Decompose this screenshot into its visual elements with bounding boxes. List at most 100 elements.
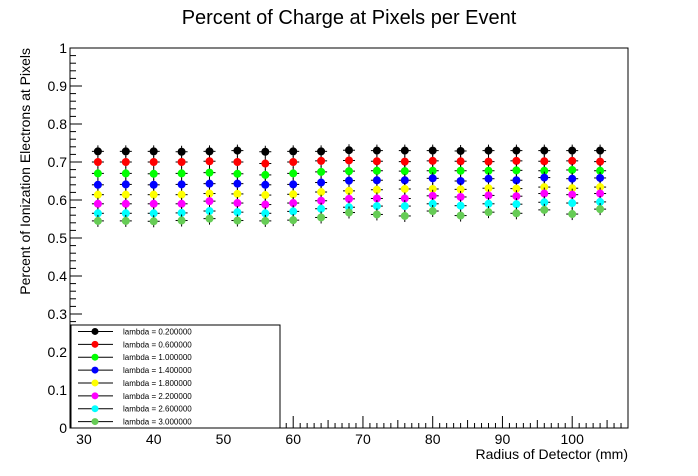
legend-label: lambda = 3.000000 — [123, 418, 192, 427]
data-point — [149, 169, 158, 178]
data-point — [400, 167, 409, 176]
legend-marker — [91, 405, 99, 413]
data-point — [317, 156, 326, 165]
data-point — [289, 180, 298, 189]
data-point — [289, 147, 298, 156]
data-point — [484, 191, 493, 200]
data-point — [177, 169, 186, 178]
data-point — [540, 198, 549, 207]
data-point — [233, 216, 242, 225]
data-point — [372, 210, 381, 219]
data-point — [400, 146, 409, 155]
legend-marker — [91, 327, 99, 335]
x-tick-label: 50 — [216, 431, 232, 447]
data-point — [261, 180, 270, 189]
data-point — [512, 184, 521, 193]
legend-item: lambda = 2.200000 — [78, 392, 192, 401]
legend-marker — [91, 340, 99, 348]
data-point — [484, 184, 493, 193]
data-point — [317, 213, 326, 222]
y-tick-label: 0.3 — [48, 306, 68, 322]
data-point — [400, 176, 409, 185]
data-point — [177, 180, 186, 189]
data-point — [428, 174, 437, 183]
series-layer — [91, 144, 607, 228]
data-point — [568, 199, 577, 208]
data-point — [568, 165, 577, 174]
data-point — [233, 158, 242, 166]
data-point — [596, 197, 605, 206]
data-point — [400, 184, 409, 193]
legend: lambda = 0.200000 lambda = 0.600000 lambda… — [70, 324, 281, 429]
chart-title: Percent of Charge at Pixels per Event — [182, 7, 517, 29]
data-point — [428, 184, 437, 193]
data-point — [372, 157, 381, 166]
legend-box — [70, 324, 281, 429]
x-tick-label: 60 — [285, 431, 301, 447]
data-point — [261, 200, 270, 209]
data-point — [317, 196, 326, 205]
legend-item: lambda = 1.800000 — [78, 379, 192, 388]
data-point — [484, 157, 493, 166]
x-tick-label: 70 — [355, 431, 371, 447]
legend-label: lambda = 1.800000 — [123, 379, 192, 388]
data-point — [149, 158, 158, 166]
series-4 — [91, 171, 607, 191]
data-point — [261, 191, 270, 200]
data-point — [233, 208, 242, 217]
data-point — [233, 179, 242, 188]
series-7 — [91, 195, 607, 220]
data-point — [121, 169, 130, 178]
data-point — [456, 146, 465, 155]
data-point — [121, 158, 130, 166]
data-point — [345, 167, 353, 176]
data-point — [372, 166, 381, 175]
data-point — [400, 157, 409, 166]
data-point — [177, 190, 186, 199]
series-1 — [91, 144, 607, 158]
data-point — [205, 214, 214, 223]
data-point — [317, 188, 326, 197]
data-point — [372, 146, 381, 155]
data-point — [512, 200, 521, 209]
legend-item: lambda = 2.600000 — [78, 405, 192, 414]
data-point — [568, 156, 577, 165]
legend-label: lambda = 1.400000 — [123, 366, 192, 375]
data-point — [428, 199, 437, 208]
y-tick-label: 0.5 — [48, 230, 68, 246]
y-tick-label: 0.9 — [48, 78, 68, 94]
data-point — [317, 147, 326, 156]
data-point — [261, 216, 270, 225]
data-point — [400, 194, 409, 203]
legend-label: lambda = 2.600000 — [123, 405, 192, 414]
data-point — [121, 190, 130, 199]
data-point — [428, 146, 437, 155]
data-point — [596, 157, 605, 166]
data-point — [205, 168, 214, 177]
legend-marker — [91, 418, 99, 426]
y-tick-label: 0.1 — [48, 382, 68, 398]
data-point — [372, 202, 381, 211]
data-point — [289, 158, 298, 166]
data-point — [261, 170, 270, 179]
data-point — [93, 169, 102, 178]
data-point — [596, 189, 605, 198]
data-point — [428, 166, 437, 175]
data-point — [317, 167, 326, 176]
data-point — [596, 166, 605, 175]
data-point — [233, 146, 242, 155]
legend-label: lambda = 2.200000 — [123, 392, 192, 401]
data-point — [149, 217, 158, 226]
data-point — [568, 174, 577, 183]
data-point — [568, 210, 577, 219]
y-tick-label: 0 — [59, 420, 67, 436]
x-tick-label: 100 — [561, 431, 585, 447]
data-point — [93, 216, 102, 225]
data-point — [540, 205, 549, 214]
data-point — [512, 156, 521, 165]
data-point — [512, 146, 521, 155]
y-tick-label: 0.6 — [48, 192, 68, 208]
data-point — [93, 158, 102, 166]
data-point — [484, 146, 493, 155]
y-tick-label: 0.4 — [48, 268, 68, 284]
